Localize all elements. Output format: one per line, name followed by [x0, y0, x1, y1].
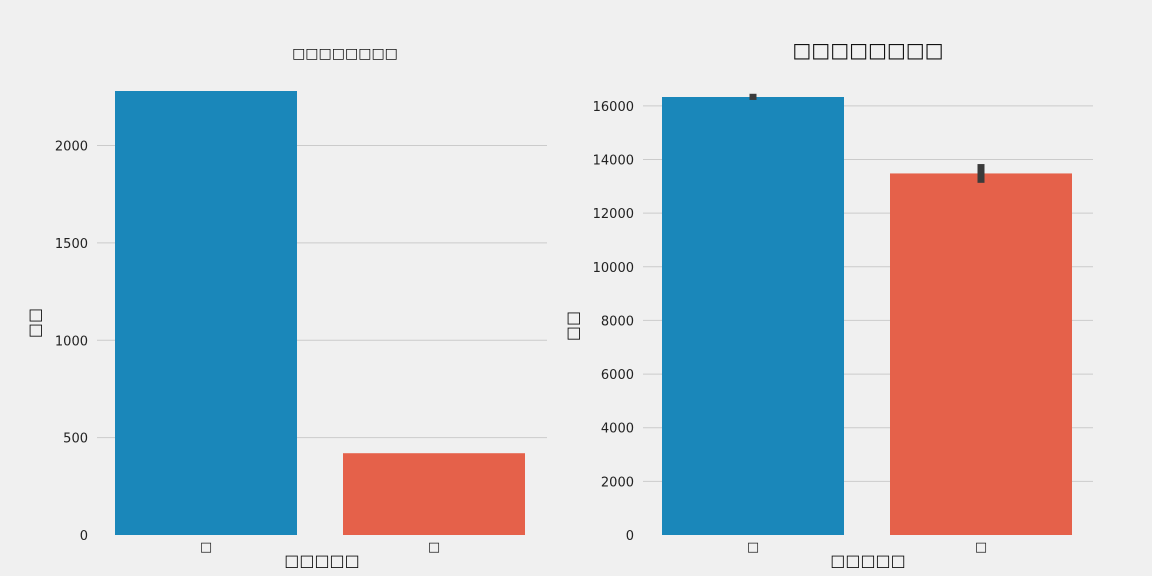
chart-title: □□□□□□□□: [792, 38, 943, 62]
y-tick-label-4: 8000: [601, 314, 634, 329]
x-axis-label: □□□□□: [830, 551, 906, 570]
x-tick-label-0: □: [747, 540, 759, 555]
y-axis-label: □□: [563, 311, 582, 341]
y-tick-label-5: 10000: [593, 261, 634, 276]
y-tick-label-3: 6000: [601, 368, 634, 383]
y-tick-label-6: 12000: [593, 207, 634, 222]
chart-title: □□□□□□□□: [292, 46, 398, 62]
y-tick-label-0: 0: [80, 529, 88, 544]
bar-1: [890, 173, 1072, 535]
y-axis-label: □□: [25, 308, 44, 338]
bar-0: [662, 97, 844, 535]
x-axis-label: □□□□□: [284, 551, 360, 570]
bar-1: [343, 453, 525, 535]
x-tick-label-0: □: [200, 540, 212, 555]
y-tick-label-7: 14000: [593, 153, 634, 168]
y-tick-label-4: 2000: [55, 140, 88, 155]
y-tick-label-3: 1500: [55, 237, 88, 252]
x-tick-label-1: □: [975, 540, 987, 555]
y-tick-label-1: 500: [63, 432, 88, 447]
y-tick-label-1: 2000: [601, 475, 634, 490]
y-tick-label-0: 0: [626, 529, 634, 544]
y-tick-label-8: 16000: [593, 100, 634, 115]
y-tick-label-2: 4000: [601, 422, 634, 437]
y-tick-label-2: 1000: [55, 334, 88, 349]
x-tick-label-1: □: [428, 540, 440, 555]
bar-0: [115, 91, 297, 535]
